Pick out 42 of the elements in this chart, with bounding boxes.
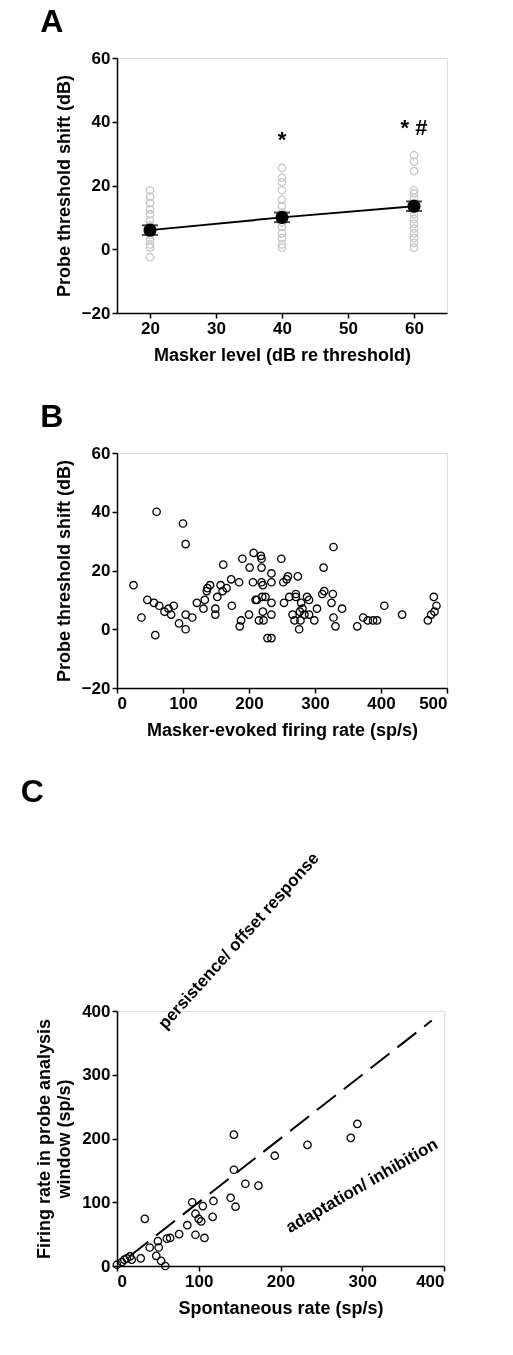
y-tick-label: 400	[82, 1001, 111, 1021]
y-tick-label: 300	[82, 1065, 111, 1085]
x-tick-label: 200	[235, 693, 264, 713]
annotation: * #	[400, 115, 428, 140]
x-tick-label: 50	[339, 318, 358, 338]
x-tick-label: 0	[117, 1271, 127, 1291]
y-axis-title: Firing rate in probe analysis window (sp/s)	[34, 1018, 75, 1260]
x-axis-title: Masker-evoked firing rate (sp/s)	[146, 719, 419, 740]
y-tick-label: 100	[82, 1192, 111, 1212]
y-tick-label: 40	[91, 502, 111, 522]
x-tick-label: 100	[169, 693, 198, 713]
y-tick-label: 0	[101, 1256, 111, 1276]
x-axis-title: Spontaneous rate (sp/s)	[178, 1297, 384, 1318]
y-tick-label: 200	[82, 1129, 111, 1148]
x-tick-label: 0	[117, 693, 127, 713]
y-axis-title: Probe threshold shift (dB)	[53, 460, 74, 682]
y-tick-label: 60	[91, 443, 111, 463]
x-tick-label: 300	[301, 693, 330, 713]
y-tick-label: 20	[91, 561, 111, 580]
x-tick-label: 200	[266, 1271, 296, 1291]
x-tick-label: 400	[367, 693, 396, 713]
x-tick-label: 400	[416, 1271, 445, 1291]
chart-title: B	[40, 398, 64, 434]
x-tick-label: 100	[185, 1271, 214, 1291]
x-tick-label: 300	[348, 1271, 377, 1291]
x-tick-label: 60	[405, 318, 424, 338]
y-tick-label: 40	[91, 112, 111, 132]
y-tick-label: 60	[91, 48, 111, 68]
x-tick-label: 500	[419, 693, 448, 713]
y-tick-label: 20	[91, 176, 111, 195]
x-axis-title: Masker level (dB re threshold)	[153, 344, 412, 365]
y-tick-label: 0	[101, 239, 111, 259]
x-tick-label: 40	[273, 318, 292, 338]
y-tick-label: 0	[101, 619, 111, 639]
chart-title: C	[20, 773, 44, 810]
chart-title: A	[40, 3, 64, 39]
annotation: *	[277, 127, 287, 152]
y-tick-label: −20	[81, 678, 111, 698]
x-tick-label: 20	[141, 318, 160, 338]
y-axis-title: Probe threshold shift (dB)	[53, 75, 74, 297]
x-tick-label: 30	[207, 318, 226, 338]
y-tick-label: −20	[81, 303, 111, 323]
